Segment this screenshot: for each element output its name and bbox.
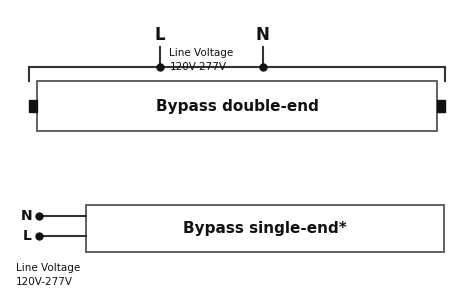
Text: Bypass double-end: Bypass double-end [155, 99, 319, 114]
Bar [37, 81, 437, 131]
Text: N: N [20, 210, 32, 223]
Text: Line Voltage
120V-277V: Line Voltage 120V-277V [170, 48, 234, 72]
Text: L: L [23, 229, 32, 243]
Text: N: N [255, 26, 270, 44]
Bar [86, 205, 444, 252]
Text: L: L [155, 26, 165, 44]
Bar [29, 100, 37, 112]
Text: Line Voltage
120V-277V: Line Voltage 120V-277V [16, 263, 80, 287]
Text: Bypass single-end*: Bypass single-end* [183, 221, 347, 236]
Bar [437, 100, 445, 112]
